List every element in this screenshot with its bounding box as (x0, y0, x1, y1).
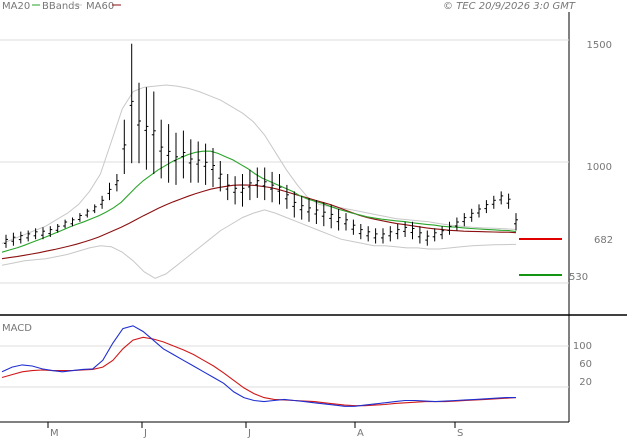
legend-ma20-label: MA20 (2, 1, 30, 12)
copyright-text: © TEC 20/9/2026 3:0 GMT (443, 1, 576, 12)
x-tick-label: S (457, 428, 463, 439)
macd-tick-20: 20 (579, 377, 592, 388)
legend-ma60-label: MA60 (86, 1, 114, 12)
legend: MA20 BBands MA60 (2, 1, 121, 12)
macd-tick-60: 60 (579, 359, 592, 370)
macd-title: MACD (2, 323, 32, 334)
y-tick-1000: 1000 (587, 162, 612, 173)
macd-series-layer (1, 325, 517, 407)
ma60-line (1, 184, 517, 260)
macd-line (1, 325, 516, 407)
x-tick-label: A (357, 428, 364, 439)
signal-line (1, 336, 517, 407)
price-series-layer (1, 43, 518, 279)
price-panel: 1500 1000 682 530 (0, 12, 627, 316)
ma20-line (1, 150, 517, 253)
bbands-upper-line (1, 84, 517, 244)
y-tick-1500: 1500 (587, 40, 612, 51)
macd-tick-100: 100 (573, 341, 592, 352)
macd-panel: MACD 100 60 20 (0, 315, 592, 422)
support-label: 530 (569, 272, 588, 283)
x-tick-label: J (143, 428, 147, 439)
legend-bbands-label: BBands (42, 1, 80, 12)
resistance-label: 682 (594, 235, 613, 246)
bbands-lower-line (1, 209, 517, 279)
x-tick-label: M (50, 428, 59, 439)
x-tick-label: J (247, 428, 251, 439)
